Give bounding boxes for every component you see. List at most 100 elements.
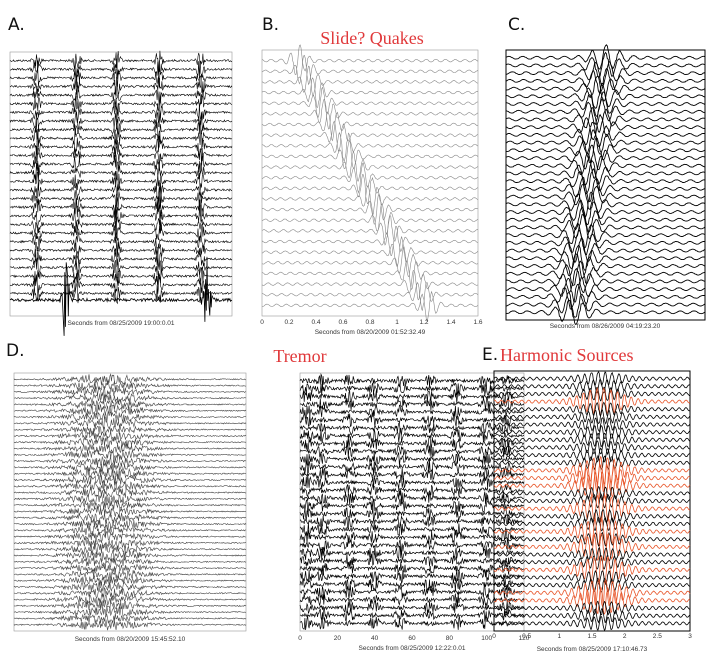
- trace: [299, 607, 525, 623]
- trace: [9, 50, 233, 73]
- x-tick-label: 2.5: [653, 633, 662, 640]
- trace: [13, 385, 247, 398]
- trace: [506, 299, 706, 325]
- trace: [505, 237, 706, 263]
- plot-frame: [9, 51, 233, 317]
- trace: [9, 267, 233, 286]
- trace: [261, 120, 479, 153]
- trace: [261, 150, 479, 182]
- trace: [9, 102, 232, 124]
- trace: [13, 619, 247, 631]
- trace: [13, 519, 247, 530]
- trace: [13, 424, 247, 437]
- trace: [493, 554, 690, 570]
- trace: [261, 225, 479, 256]
- trace: [299, 382, 525, 396]
- trace: [493, 417, 691, 433]
- trace: [261, 162, 479, 194]
- trace: [299, 372, 525, 389]
- trace: [299, 538, 525, 553]
- trace: [505, 283, 706, 310]
- trace: [505, 91, 706, 117]
- x-axis-label: Seconds from 08/20/2009 01:52:32.49: [315, 329, 426, 336]
- trace: [299, 421, 525, 436]
- trace: [9, 118, 233, 141]
- panel-title: Tremor: [273, 346, 326, 366]
- x-tick-label: 1.2: [419, 319, 428, 326]
- trace: [505, 144, 706, 171]
- trace: [299, 459, 525, 475]
- trace: [9, 222, 233, 244]
- trace: [299, 505, 525, 522]
- trace: [9, 182, 232, 202]
- trace: [9, 111, 233, 131]
- trace: [9, 94, 233, 112]
- x-tick-label: 2: [623, 633, 627, 640]
- x-tick-label: 1: [395, 319, 399, 326]
- trace: [493, 600, 691, 616]
- trace: [299, 569, 525, 585]
- trace: [299, 599, 525, 614]
- trace: [14, 391, 247, 404]
- trace: [9, 75, 233, 97]
- trace: [299, 522, 525, 537]
- trace: [261, 214, 479, 246]
- trace: [13, 580, 247, 592]
- trace: [299, 552, 525, 568]
- x-tick-label: 1.4: [446, 319, 455, 326]
- trace: [9, 135, 233, 156]
- trace: [493, 447, 691, 463]
- trace: [13, 416, 247, 430]
- x-tick-label: 80: [446, 635, 454, 642]
- trace: [505, 113, 705, 141]
- trace: [506, 137, 706, 164]
- trace: [13, 568, 247, 580]
- x-tick-label: 0.4: [311, 319, 320, 326]
- trace: [9, 257, 233, 279]
- trace: [493, 432, 691, 448]
- trace: [261, 290, 479, 322]
- trace: [13, 524, 247, 538]
- x-tick-label: 1.5: [587, 633, 596, 640]
- trace: [9, 240, 233, 260]
- trace: [505, 267, 706, 294]
- x-tick-label: 0: [298, 635, 302, 642]
- trace: [261, 98, 479, 130]
- x-tick-label: 0.6: [338, 319, 347, 326]
- trace: [505, 98, 706, 126]
- trace: [505, 277, 706, 303]
- trace: [13, 462, 247, 474]
- trace: [9, 85, 233, 106]
- trace: [9, 67, 233, 88]
- trace: [13, 605, 247, 618]
- trace: [261, 77, 479, 108]
- trace: [299, 514, 525, 529]
- trace: [493, 409, 691, 425]
- trace: [261, 65, 479, 97]
- panel-label: C.: [508, 15, 525, 35]
- trace: [506, 183, 706, 210]
- trace: [494, 378, 691, 394]
- trace: [299, 561, 525, 576]
- trace: [13, 505, 247, 518]
- trace: [493, 546, 691, 563]
- trace: [299, 615, 525, 631]
- trace: [13, 500, 247, 510]
- panel-title: Harmonic Sources: [500, 345, 633, 365]
- x-axis-label: Seconds from 08/20/2009 15:45:52.10: [75, 636, 186, 643]
- trace: [13, 512, 246, 524]
- trace: [493, 439, 691, 456]
- trace: [299, 427, 525, 443]
- trace: [493, 463, 691, 493]
- trace: [505, 292, 706, 318]
- trace: [13, 474, 247, 486]
- trace: [261, 86, 479, 118]
- trace: [493, 516, 691, 547]
- trace: [9, 190, 233, 209]
- trace: [14, 493, 247, 506]
- trace: [493, 615, 691, 631]
- trace: [505, 68, 706, 95]
- trace: [505, 229, 706, 256]
- x-tick-label: 40: [371, 635, 379, 642]
- trace: [299, 545, 525, 560]
